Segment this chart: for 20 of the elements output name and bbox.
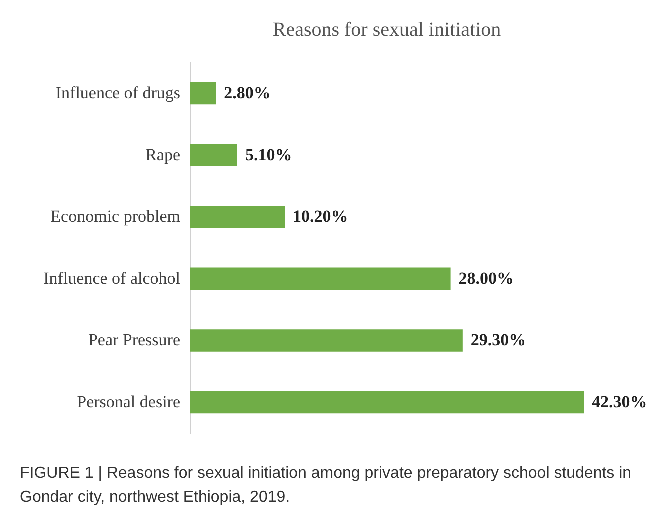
- y-tick-label: Pear Pressure: [88, 330, 180, 350]
- data-label: 29.30%: [470, 330, 526, 350]
- caption: FIGURE 1 | Reasons for sexual initiation among private preparatory school students in Gondar city, northwest Ethiopia, 2019.: [20, 464, 633, 508]
- data-label: 42.30%: [592, 392, 648, 412]
- data-label: 10.20%: [293, 207, 348, 226]
- y-tick-label: Rape: [146, 145, 180, 164]
- chart-title: Reasons for sexual initiation: [272, 19, 502, 41]
- bar: [190, 268, 451, 290]
- y-tick-label: Influence of alcohol: [44, 268, 181, 288]
- y-tick-label: Economic problem: [50, 207, 180, 226]
- data-label: 28.00%: [458, 268, 514, 288]
- bar: [190, 144, 238, 166]
- data-label: 5.10%: [246, 145, 292, 164]
- bar: [190, 206, 286, 228]
- y-tick-label: Influence of drugs: [56, 84, 180, 103]
- bar: [190, 330, 463, 352]
- y-tick-label: Personal desire: [77, 392, 180, 412]
- bar: [190, 391, 584, 414]
- data-label: 2.80%: [224, 84, 271, 103]
- bar: [190, 82, 216, 105]
